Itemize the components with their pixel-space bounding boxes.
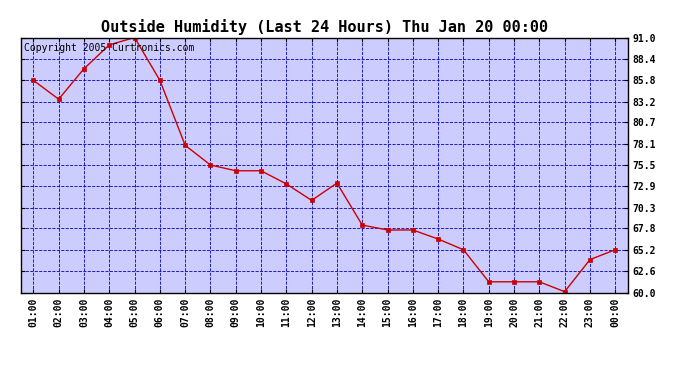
Text: Copyright 2005 Curtronics.com: Copyright 2005 Curtronics.com (23, 43, 194, 52)
Title: Outside Humidity (Last 24 Hours) Thu Jan 20 00:00: Outside Humidity (Last 24 Hours) Thu Jan… (101, 19, 548, 35)
